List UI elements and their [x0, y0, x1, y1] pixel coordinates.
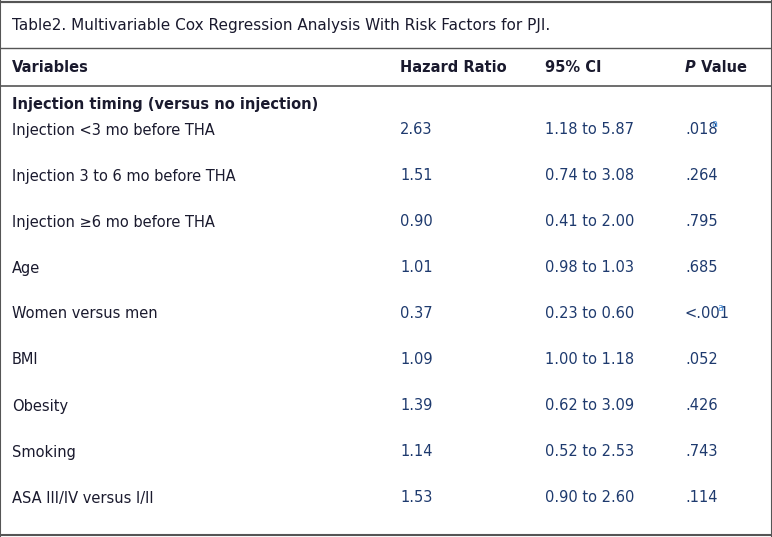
Text: a: a [711, 119, 717, 129]
Text: 1.53: 1.53 [400, 490, 432, 505]
Text: .052: .052 [685, 352, 718, 367]
Text: .795: .795 [685, 214, 718, 229]
Text: ASA III/IV versus I/II: ASA III/IV versus I/II [12, 490, 154, 505]
Text: .264: .264 [685, 169, 718, 184]
Text: 0.98 to 1.03: 0.98 to 1.03 [545, 260, 634, 275]
Text: Women versus men: Women versus men [12, 307, 157, 322]
Text: .114: .114 [685, 490, 717, 505]
Text: 1.18 to 5.87: 1.18 to 5.87 [545, 122, 634, 137]
Text: .018: .018 [685, 122, 718, 137]
Text: 2.63: 2.63 [400, 122, 432, 137]
Text: Injection 3 to 6 mo before THA: Injection 3 to 6 mo before THA [12, 169, 235, 184]
Text: Injection timing (versus no injection): Injection timing (versus no injection) [12, 98, 318, 112]
Text: .426: .426 [685, 398, 718, 413]
Text: Injection <3 mo before THA: Injection <3 mo before THA [12, 122, 215, 137]
Text: 1.39: 1.39 [400, 398, 432, 413]
Text: 0.74 to 3.08: 0.74 to 3.08 [545, 169, 634, 184]
Text: <.001: <.001 [685, 307, 730, 322]
Text: BMI: BMI [12, 352, 39, 367]
Text: P: P [685, 61, 696, 76]
Text: Injection ≥6 mo before THA: Injection ≥6 mo before THA [12, 214, 215, 229]
Text: Obesity: Obesity [12, 398, 68, 413]
Text: 1.51: 1.51 [400, 169, 432, 184]
Text: 0.90 to 2.60: 0.90 to 2.60 [545, 490, 635, 505]
Text: 1.14: 1.14 [400, 445, 432, 460]
Text: Age: Age [12, 260, 40, 275]
Text: 0.52 to 2.53: 0.52 to 2.53 [545, 445, 634, 460]
Text: Value: Value [696, 61, 747, 76]
Text: 1.09: 1.09 [400, 352, 432, 367]
Text: 0.23 to 0.60: 0.23 to 0.60 [545, 307, 635, 322]
Text: Variables: Variables [12, 61, 89, 76]
Text: 95% CI: 95% CI [545, 61, 601, 76]
Text: 1.01: 1.01 [400, 260, 432, 275]
Text: .743: .743 [685, 445, 717, 460]
Text: .685: .685 [685, 260, 717, 275]
Text: 0.41 to 2.00: 0.41 to 2.00 [545, 214, 635, 229]
Text: 0.90: 0.90 [400, 214, 433, 229]
Text: 0.37: 0.37 [400, 307, 432, 322]
Text: 0.62 to 3.09: 0.62 to 3.09 [545, 398, 634, 413]
Text: Hazard Ratio: Hazard Ratio [400, 61, 506, 76]
Text: 1.00 to 1.18: 1.00 to 1.18 [545, 352, 634, 367]
Text: Table2. Multivariable Cox Regression Analysis With Risk Factors for PJI.: Table2. Multivariable Cox Regression Ana… [12, 18, 550, 33]
Text: Smoking: Smoking [12, 445, 76, 460]
Text: a: a [717, 303, 723, 313]
